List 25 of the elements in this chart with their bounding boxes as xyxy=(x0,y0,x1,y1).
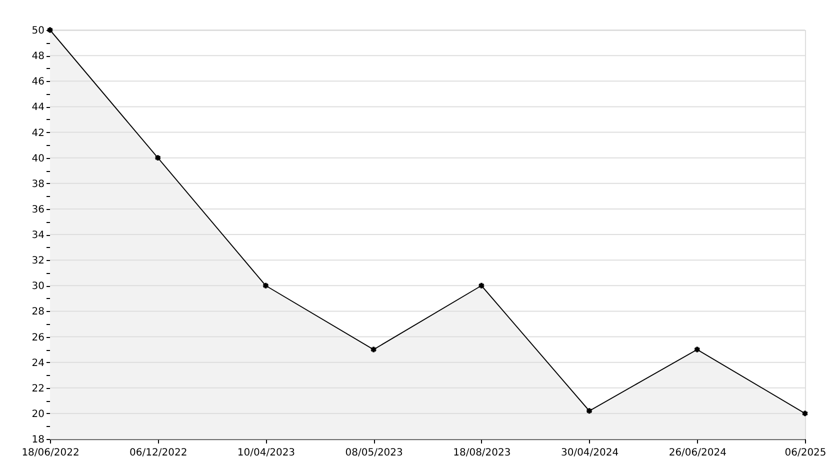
x-tick-label: 26/06/2024 xyxy=(668,448,726,458)
y-tick-label: 40 xyxy=(32,153,44,164)
y-tick-label: 38 xyxy=(32,178,44,190)
y-tick-label: 36 xyxy=(32,204,44,216)
y-tick-label: 30 xyxy=(32,281,44,292)
x-tick-label: 06/12/2022 xyxy=(130,448,188,458)
y-tick-label: 22 xyxy=(32,383,44,394)
y-tick-label: 24 xyxy=(32,358,44,369)
x-tick-label: 10/04/2023 xyxy=(237,448,296,458)
x-tick-label: 18/06/2022 xyxy=(22,448,80,458)
y-tick-label: 44 xyxy=(32,102,44,114)
y-tick-label: 42 xyxy=(32,128,44,139)
y-tick-label: 18 xyxy=(32,434,44,446)
x-tick-label: 30/04/2024 xyxy=(560,448,619,458)
x-tick-label: 18/08/2023 xyxy=(453,448,511,458)
x-tick-label: 06/2025 xyxy=(784,448,826,458)
y-tick-label: 28 xyxy=(32,306,44,318)
y-tick-label: 20 xyxy=(32,408,44,420)
x-tick-label: 08/05/2023 xyxy=(345,448,403,458)
y-tick-label: 26 xyxy=(32,332,44,344)
y-tick-label: 32 xyxy=(32,256,44,267)
y-tick-label: 34 xyxy=(32,230,44,241)
y-tick-label: 46 xyxy=(32,76,44,88)
y-tick-label: 48 xyxy=(32,51,44,62)
y-tick-label: 50 xyxy=(32,26,44,36)
